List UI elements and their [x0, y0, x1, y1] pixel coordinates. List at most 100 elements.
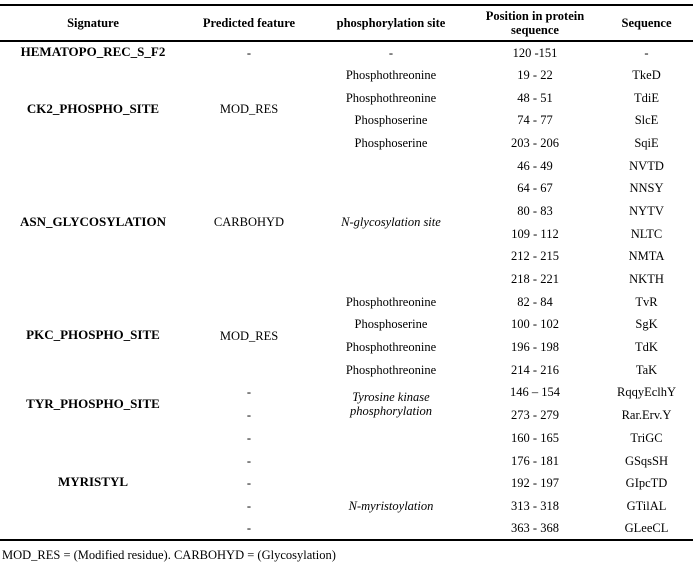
- site-cell: Phosphothreonine: [345, 362, 437, 377]
- sequence-cell: GSqsSH: [624, 453, 669, 468]
- site-cell: N-myristoylation: [348, 498, 434, 513]
- site-cell: Tyrosine kinase phosphorylation: [350, 389, 432, 418]
- sequence-cell: TaK: [635, 362, 658, 377]
- table-row: - 363 - 368 GLeeCL: [0, 517, 693, 540]
- footnote: MOD_RES = (Modified residue). CARBOHYD =…: [2, 548, 336, 563]
- position-cell: 203 - 206: [511, 135, 559, 150]
- position-cell: 192 - 197: [511, 476, 559, 491]
- table-row: - 273 - 279 Rar.Erv.Y: [0, 404, 693, 427]
- sequence-cell: -: [644, 45, 649, 60]
- table-row: - N-myristoylation 313 - 318 GTilAL: [0, 495, 693, 518]
- sequence-cell: SqiE: [634, 135, 659, 150]
- table-row: PKC_PHOSPHO_SITE MOD_RES Phosphothreonin…: [0, 291, 693, 343]
- column-header-signature: Signature: [0, 5, 186, 42]
- table-row: 109 - 112 NLTC: [0, 223, 693, 246]
- feature-cell: -: [246, 45, 252, 60]
- protein-signatures-table: Signature Predicted feature phosphorylat…: [0, 4, 693, 542]
- table-row: MYRISTYL - 160 - 165 TriGC: [0, 427, 693, 490]
- position-cell: 363 - 368: [511, 521, 559, 536]
- sequence-cell: RqqyEclhY: [616, 385, 677, 400]
- sequence-cell: GIpcTD: [625, 476, 668, 491]
- table-row: 218 - 221 NKTH: [0, 268, 693, 291]
- table-row: Phosphothreonine 214 - 216 TaK: [0, 359, 693, 382]
- sequence-cell: NVTD: [629, 158, 664, 173]
- position-cell: 80 - 83: [517, 203, 553, 218]
- position-cell: 146 – 154: [510, 385, 560, 400]
- sequence-cell: SlcE: [634, 113, 659, 128]
- sequence-cell: SgK: [635, 317, 658, 332]
- table-row: Phosphothreonine 48 - 51 TdiE: [0, 86, 693, 109]
- position-cell: 160 - 165: [511, 430, 559, 445]
- table-row: TYR_PHOSPHO_SITE - Tyrosine kinase phosp…: [0, 381, 693, 418]
- table-row: CK2_PHOSPHO_SITE MOD_RES Phosphothreonin…: [0, 64, 693, 116]
- sequence-cell: TkeD: [632, 67, 661, 82]
- sequence-cell: TriGC: [630, 430, 663, 445]
- signature-cell: PKC_PHOSPHO_SITE: [26, 327, 160, 343]
- table-row: ASN_GLYCOSYLATION CARBOHYD N-glycosylati…: [0, 154, 693, 230]
- position-cell: 196 - 198: [511, 340, 559, 355]
- position-cell: 46 - 49: [517, 158, 553, 173]
- position-cell: 19 - 22: [517, 67, 553, 82]
- position-cell: 313 - 318: [511, 498, 559, 513]
- site-cell: Phosphothreonine: [345, 90, 437, 105]
- table-row: - 192 - 197 GIpcTD: [0, 472, 693, 495]
- site-cell: [312, 427, 470, 450]
- sequence-cell: NNSY: [629, 181, 664, 196]
- table-row: - 176 - 181 GSqsSH: [0, 449, 693, 472]
- position-cell: 74 - 77: [517, 113, 553, 128]
- feature-cell: MOD_RES: [219, 328, 279, 343]
- sequence-cell: TvR: [635, 294, 658, 309]
- table-row: 64 - 67 NNSY: [0, 177, 693, 200]
- table-row: Phosphoserine 100 - 102 SgK: [0, 313, 693, 336]
- table-row: 80 - 83 NYTV: [0, 200, 693, 223]
- sequence-cell: GTilAL: [626, 498, 667, 513]
- feature-cell: -: [246, 408, 252, 423]
- site-cell: Phosphothreonine: [345, 340, 437, 355]
- site-cell: [312, 472, 470, 495]
- table-row: Phosphoserine 74 - 77 SlcE: [0, 109, 693, 132]
- site-cell: -: [388, 45, 394, 60]
- site-cell: N-glycosylation site: [341, 215, 441, 230]
- sequence-cell: Rar.Erv.Y: [621, 408, 672, 423]
- position-cell: 176 - 181: [511, 453, 559, 468]
- site-cell: [312, 449, 470, 472]
- feature-cell: CARBOHYD: [213, 215, 285, 230]
- signature-cell: MYRISTYL: [57, 474, 129, 490]
- column-header-sequence: Sequence: [600, 5, 693, 42]
- site-cell: Phosphoserine: [354, 113, 428, 128]
- signature-cell: CK2_PHOSPHO_SITE: [26, 100, 160, 116]
- position-cell: 273 - 279: [511, 408, 559, 423]
- position-cell: 214 - 216: [511, 362, 559, 377]
- site-cell: Phosphothreonine: [345, 294, 437, 309]
- position-cell: 82 - 84: [517, 294, 553, 309]
- signature-cell: TYR_PHOSPHO_SITE: [26, 395, 160, 411]
- position-cell: 100 - 102: [511, 317, 559, 332]
- sequence-cell: NYTV: [629, 203, 664, 218]
- position-cell: 212 - 215: [511, 249, 559, 264]
- position-cell: 218 - 221: [511, 272, 559, 287]
- feature-cell: -: [246, 453, 252, 468]
- table-row: 212 - 215 NMTA: [0, 245, 693, 268]
- column-header-position: Position in protein sequence: [470, 5, 600, 42]
- signature-cell: HEMATOPO_REC_S_F2: [20, 44, 166, 60]
- sequence-cell: GLeeCL: [624, 521, 669, 536]
- table-row: Phosphothreonine 196 - 198 TdK: [0, 336, 693, 359]
- feature-cell: -: [246, 385, 252, 400]
- feature-cell: -: [246, 498, 252, 513]
- position-cell: 109 - 112: [511, 226, 559, 241]
- signature-cell: ASN_GLYCOSYLATION: [20, 214, 166, 230]
- site-cell: Phosphothreonine: [345, 67, 437, 82]
- sequence-cell: NLTC: [630, 226, 663, 241]
- sequence-cell: TdiE: [634, 90, 659, 105]
- site-cell: Phosphoserine: [354, 317, 428, 332]
- position-cell: 120 -151: [512, 45, 558, 60]
- feature-cell: -: [246, 521, 252, 536]
- sequence-cell: TdK: [635, 340, 658, 355]
- position-cell: 64 - 67: [517, 181, 553, 196]
- column-header-predicted-feature: Predicted feature: [186, 5, 312, 42]
- table-row: HEMATOPO_REC_S_F2 - - 120 -151 -: [0, 41, 693, 64]
- sequence-cell: NMTA: [628, 249, 665, 264]
- sequence-cell: NKTH: [629, 272, 664, 287]
- table-row: Phosphoserine 203 - 206 SqiE: [0, 132, 693, 155]
